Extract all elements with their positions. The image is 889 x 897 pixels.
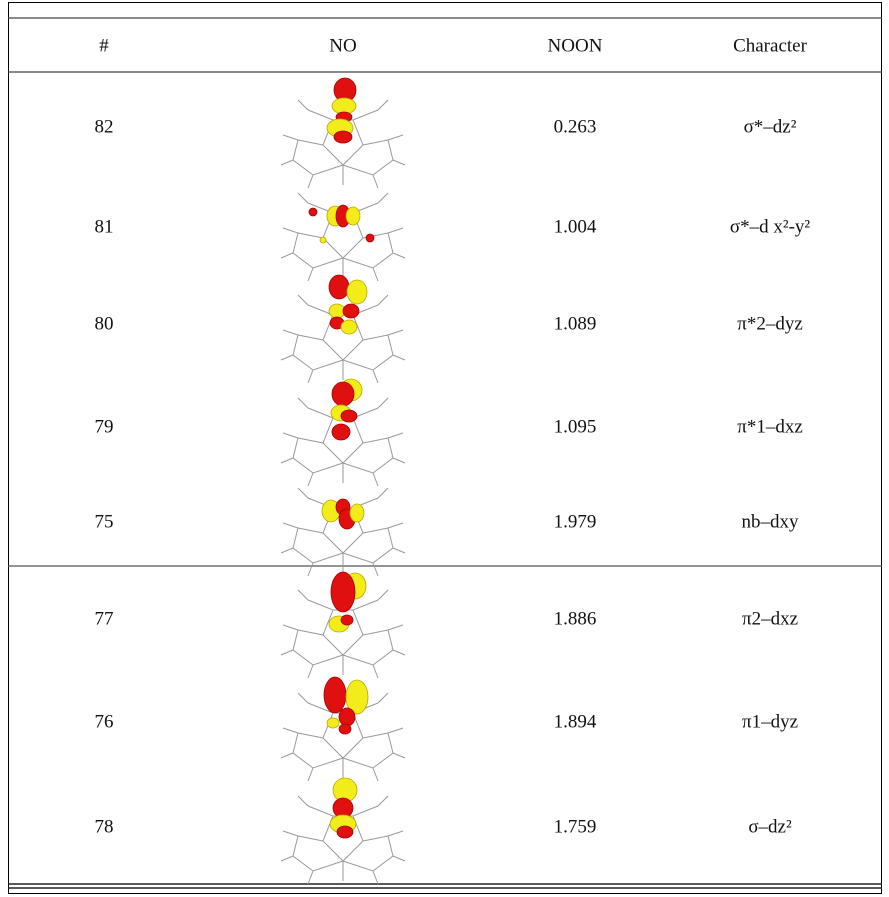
orbital-image	[281, 78, 405, 188]
noon-value: 1.894	[554, 711, 597, 732]
orbital-number: 78	[95, 816, 114, 837]
orbital-image	[281, 572, 405, 678]
orbital-character: σ–dz²	[748, 816, 792, 837]
orbital-number: 75	[95, 511, 114, 532]
column-header: #	[99, 35, 109, 56]
page: # NO NOON Character 82 0.263 σ*–dz² 81 1.004 σ*–d…	[0, 0, 889, 897]
noon-value: 1.979	[554, 511, 597, 532]
noon-value: 1.759	[554, 816, 597, 837]
orbital-number: 77	[95, 608, 114, 629]
orbital-number: 82	[95, 116, 114, 137]
noon-value: 1.886	[554, 608, 597, 629]
orbital-image	[281, 778, 405, 884]
orbital-number: 76	[95, 711, 114, 732]
orbital-character: π*2–dyz	[737, 313, 803, 334]
column-header: NOON	[548, 35, 603, 56]
orbital-character: π2–dxz	[742, 608, 798, 629]
column-header: NO	[329, 35, 356, 56]
orbital-character: σ*–d x²-y²	[730, 216, 811, 237]
orbital-character: σ*–dz²	[744, 116, 797, 137]
column-header: Character	[733, 35, 808, 56]
orbital-image	[281, 193, 405, 281]
orbital-image	[281, 275, 405, 383]
orbital-image	[281, 677, 405, 781]
noon-value: 1.004	[554, 216, 597, 237]
orbital-character: π*1–dxz	[737, 416, 803, 437]
orbital-image	[281, 379, 405, 486]
orbital-number: 81	[95, 216, 114, 237]
orbital-character: π1–dyz	[742, 711, 798, 732]
table: # NO NOON Character 82 0.263 σ*–dz² 81 1.004 σ*–d…	[0, 0, 889, 897]
orbital-number: 79	[95, 416, 114, 437]
orbital-character: nb–dxy	[742, 511, 800, 532]
noon-value: 1.095	[554, 416, 597, 437]
orbital-number: 80	[95, 313, 114, 334]
noon-value: 0.263	[554, 116, 597, 137]
noon-value: 1.089	[554, 313, 597, 334]
orbital-image	[281, 488, 405, 576]
